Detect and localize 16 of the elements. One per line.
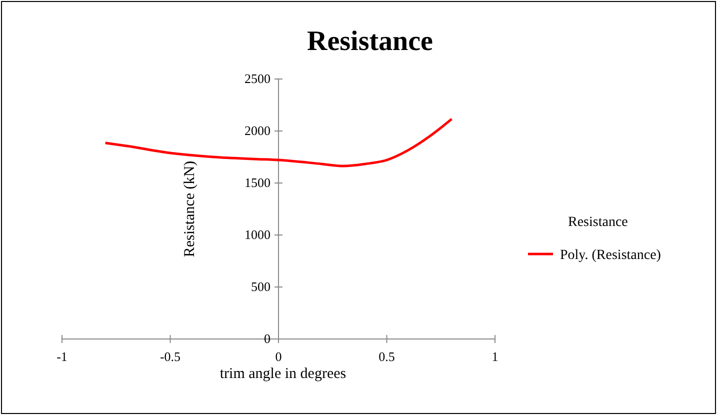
x-tick-label: 1: [492, 349, 498, 364]
y-tick-label: 1000: [244, 227, 270, 242]
x-tick-label: -1: [56, 349, 68, 364]
y-tick-label: 0: [264, 331, 270, 346]
y-tick-label: 1500: [244, 175, 270, 190]
chart-title: Resistance: [307, 26, 433, 57]
y-tick-label: 2500: [244, 71, 270, 86]
y-tick-label: 500: [251, 279, 270, 294]
x-axis-title: trim angle in degrees: [220, 366, 346, 382]
x-tick-label: 0: [275, 349, 282, 364]
legend-title: Resistance: [568, 215, 628, 230]
y-axis-title: Resistance (kN): [182, 160, 198, 258]
x-tick-label: 0.5: [378, 349, 395, 364]
x-tick-label: -0.5: [160, 349, 181, 364]
legend-label: Poly. (Resistance): [560, 248, 662, 263]
y-tick-label: 2000: [244, 123, 270, 138]
